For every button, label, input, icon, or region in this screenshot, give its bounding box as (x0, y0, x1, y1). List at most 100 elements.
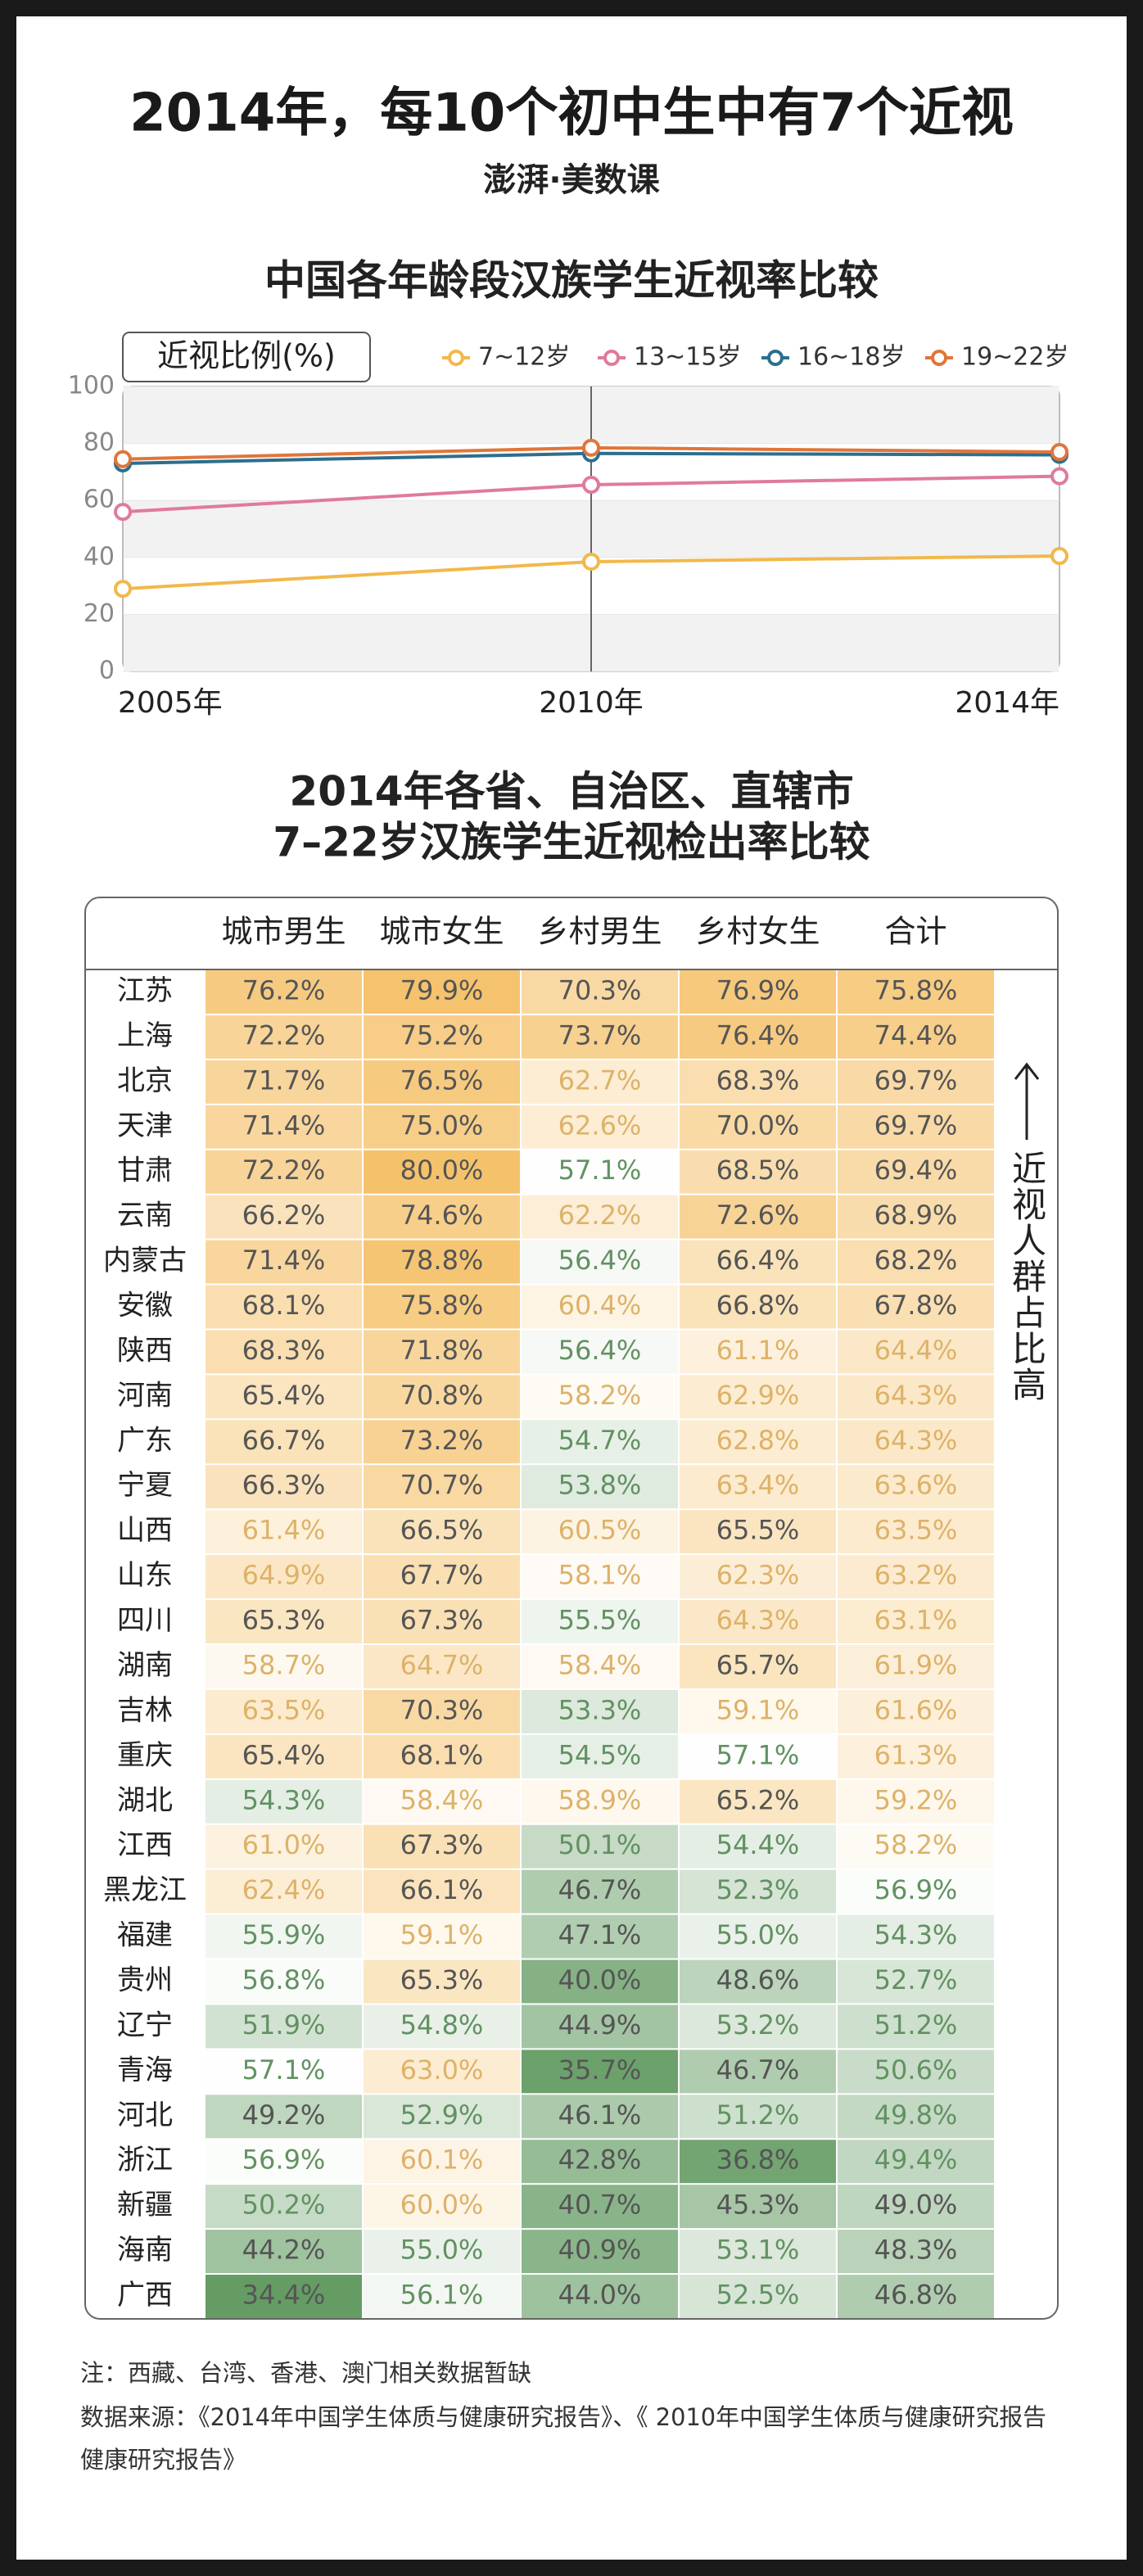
heat-cell (680, 970, 836, 1014)
row-label: 陕西 (117, 1334, 173, 1367)
cell-value: 56.4% (558, 1245, 642, 1276)
heat-cell (838, 1645, 994, 1688)
row-label: 云南 (117, 1200, 173, 1232)
heat-cell (206, 1060, 362, 1104)
cell-value: 49.8% (874, 2099, 958, 2131)
cell-value: 66.5% (400, 1515, 484, 1546)
cell-value: 60.4% (558, 1290, 642, 1321)
heat-cell (364, 1375, 520, 1419)
heat-cell (364, 1420, 520, 1464)
cell-value: 58.4% (558, 1649, 642, 1680)
cell-value: 70.3% (400, 1694, 484, 1725)
heat-cell (680, 1330, 836, 1374)
cell-value: 78.8% (400, 1245, 484, 1276)
heat-cell (680, 1240, 836, 1284)
heat-cell (680, 1015, 836, 1059)
heat-cell (522, 1600, 678, 1643)
heat-cell (522, 2275, 678, 2318)
cell-value: 56.8% (242, 1964, 326, 1995)
heat-cell (522, 1465, 678, 1509)
heat-cell (680, 1510, 836, 1554)
heat-cell (206, 1510, 362, 1554)
y-tick-label: 20 (84, 599, 115, 628)
heat-cell (838, 2050, 994, 2094)
heat-cell (206, 2185, 362, 2229)
cell-value: 60.5% (558, 1515, 642, 1546)
cell-value: 61.0% (242, 1829, 326, 1860)
cell-value: 75.8% (400, 1290, 484, 1321)
cell-value: 65.2% (716, 1784, 800, 1815)
heat-cell (838, 2275, 994, 2318)
heat-cell (364, 2050, 520, 2094)
cell-value: 71.4% (242, 1109, 326, 1141)
cell-value: 76.5% (400, 1064, 484, 1096)
heat-cell (206, 1375, 362, 1419)
heat-cell (838, 2185, 994, 2229)
heat-cell (364, 1465, 520, 1509)
cell-value: 66.1% (400, 1874, 484, 1905)
cell-value: 60.1% (400, 2144, 484, 2176)
cell-value: 48.6% (716, 1964, 800, 1995)
cell-value: 69.4% (874, 1155, 958, 1186)
heat-cell (838, 1375, 994, 1419)
heat-cell (206, 1015, 362, 1059)
cell-value: 58.1% (558, 1560, 642, 1591)
heat-cell (206, 970, 362, 1014)
cell-value: 79.9% (400, 974, 484, 1006)
cell-value: 57.1% (716, 1739, 800, 1770)
point (114, 450, 132, 468)
heat-cell (838, 1510, 994, 1554)
heat-cell (364, 1959, 520, 2004)
heat-cell (206, 1195, 362, 1239)
cell-value: 73.2% (400, 1425, 484, 1456)
heat-cell (522, 970, 678, 1014)
cell-value: 49.0% (874, 2190, 958, 2221)
heat-cell (206, 1645, 362, 1688)
legend-label: 7~12岁 (478, 343, 570, 372)
cell-value: 54.3% (242, 1784, 326, 1815)
x-tick-label: 2005年 (118, 686, 223, 720)
cell-value: 40.7% (558, 2190, 642, 2221)
cell-value: 66.3% (242, 1470, 326, 1501)
cell-value: 58.7% (242, 1649, 326, 1680)
x-tick-label: 2010年 (539, 686, 644, 720)
heat-cell (838, 1869, 994, 1914)
row-label: 浙江 (117, 2144, 173, 2176)
heat-cell (838, 1060, 994, 1104)
row-label: 宁夏 (117, 1469, 173, 1502)
cell-value: 76.2% (242, 974, 326, 1006)
cell-value: 74.6% (400, 1200, 484, 1231)
cell-value: 70.3% (558, 974, 642, 1006)
point (1050, 547, 1068, 566)
column-header: 合计 (884, 914, 946, 950)
heat-cell (364, 1330, 520, 1374)
cell-value: 68.3% (716, 1064, 800, 1096)
cell-value: 40.9% (558, 2235, 642, 2266)
row-label: 山东 (117, 1559, 173, 1592)
heat-cell (522, 1734, 678, 1778)
y-tick-label: 100 (68, 372, 115, 400)
heat-cell (838, 970, 994, 1014)
cell-value: 70.8% (400, 1380, 484, 1411)
heat-cell (838, 1689, 994, 1733)
heat-cell (206, 1914, 362, 1959)
heat-cell (364, 1240, 520, 1284)
heat-cell (838, 2140, 994, 2184)
heat-cell (364, 2140, 520, 2184)
heat-cell (206, 1555, 362, 1599)
heat-cell (838, 1600, 994, 1643)
cell-value: 56.9% (242, 2144, 326, 2176)
cell-value: 63.5% (874, 1515, 958, 1546)
row-label: 江苏 (117, 974, 173, 1007)
heat-cell (680, 1285, 836, 1329)
heat-cell (680, 1150, 836, 1194)
cell-value: 68.1% (400, 1739, 484, 1770)
heat-cell (838, 2230, 994, 2274)
heat-cell (838, 1240, 994, 1284)
heat-cell (838, 1285, 994, 1329)
heat-cell (838, 2004, 994, 2049)
heat-cell (680, 1555, 836, 1599)
side-note: 近视人群占比高 (1007, 1150, 1047, 1403)
heat-cell (206, 1240, 362, 1284)
